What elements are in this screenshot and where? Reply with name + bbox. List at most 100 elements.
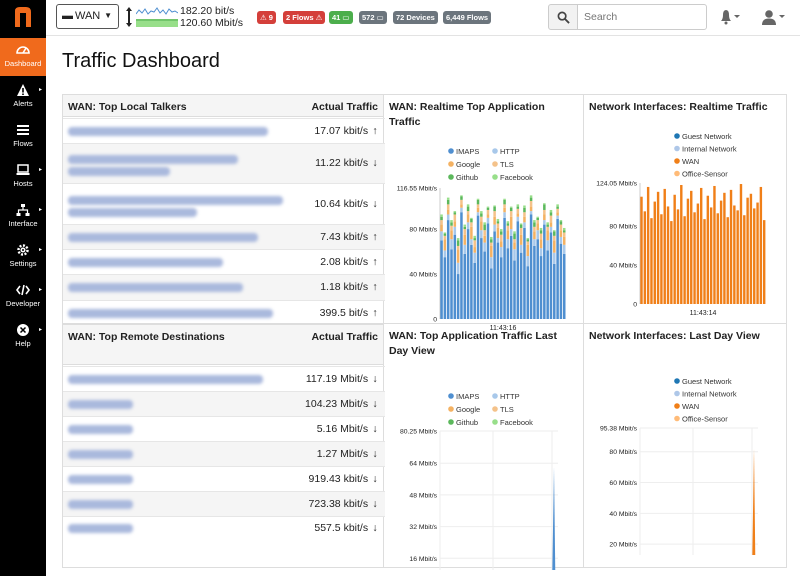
bar-http[interactable]	[513, 249, 516, 261]
area-imaps[interactable]	[552, 467, 556, 576]
bar-wan[interactable]	[643, 211, 647, 304]
bar-imaps[interactable]	[562, 253, 566, 319]
bar-github[interactable]	[480, 213, 483, 217]
bar-tls[interactable]	[483, 230, 486, 236]
bar-imaps[interactable]	[490, 268, 493, 319]
bar-google[interactable]	[526, 244, 530, 257]
bar-google[interactable]	[503, 207, 506, 213]
bar-facebook[interactable]	[533, 220, 536, 223]
bar-tls[interactable]	[493, 211, 496, 217]
bar-facebook[interactable]	[549, 209, 553, 213]
bar-google[interactable]	[559, 230, 563, 237]
bar-github[interactable]	[533, 222, 536, 227]
legend-item-guest-network[interactable]: Guest Network	[682, 132, 732, 141]
bar-tls[interactable]	[440, 220, 443, 225]
bar-google[interactable]	[456, 249, 460, 263]
host-link[interactable]	[68, 126, 268, 136]
bar-google[interactable]	[486, 214, 490, 218]
bar-imaps[interactable]	[476, 215, 480, 319]
bar-github[interactable]	[503, 199, 506, 205]
flows-badge[interactable]: 6,449 Flows	[443, 11, 492, 24]
bar-facebook[interactable]	[470, 217, 473, 219]
bar-http[interactable]	[453, 226, 457, 235]
bar-google[interactable]	[480, 221, 483, 231]
bar-google[interactable]	[470, 226, 473, 240]
bar-github[interactable]	[493, 206, 496, 212]
bar-wan[interactable]	[753, 208, 756, 304]
bar-facebook[interactable]	[460, 195, 463, 197]
bar-http[interactable]	[490, 257, 493, 269]
bar-http[interactable]	[506, 239, 510, 249]
bar-github[interactable]	[463, 226, 467, 230]
bar-http[interactable]	[486, 217, 490, 224]
bar-facebook[interactable]	[523, 205, 526, 208]
bar-google[interactable]	[446, 209, 450, 215]
bar-wan[interactable]	[670, 221, 673, 304]
bar-imaps[interactable]	[553, 263, 556, 319]
bar-github[interactable]	[496, 221, 500, 224]
bar-facebook[interactable]	[506, 221, 510, 224]
bar-tls[interactable]	[536, 220, 539, 224]
host-link[interactable]	[68, 374, 263, 384]
bar-facebook[interactable]	[450, 220, 453, 223]
remote-hosts-badge[interactable]: 572 ▭	[359, 11, 387, 24]
notifications-button[interactable]	[719, 9, 741, 25]
legend-item-tls[interactable]: TLS	[500, 405, 514, 414]
bar-wan[interactable]	[676, 209, 680, 304]
bar-wan[interactable]	[743, 215, 746, 304]
bar-tls[interactable]	[559, 224, 563, 231]
bar-imaps[interactable]	[450, 249, 453, 319]
bar-http[interactable]	[473, 252, 476, 263]
bar-wan[interactable]	[716, 213, 719, 304]
bar-imaps[interactable]	[506, 248, 510, 319]
legend-item-internal-network[interactable]: Internal Network	[682, 390, 737, 399]
bar-github[interactable]	[543, 204, 546, 210]
bar-imaps[interactable]	[526, 266, 530, 319]
search-button[interactable]	[548, 4, 578, 30]
bar-imaps[interactable]	[516, 221, 520, 319]
bar-facebook[interactable]	[529, 195, 533, 198]
bar-facebook[interactable]	[556, 204, 559, 207]
bar-http[interactable]	[546, 240, 549, 251]
table-row[interactable]: 723.38 kbit/s ↓	[63, 491, 385, 516]
bar-github[interactable]	[536, 217, 539, 221]
bar-facebook[interactable]	[559, 220, 563, 222]
bar-wan[interactable]	[660, 214, 663, 304]
table-row[interactable]: 1.18 kbit/s ↑	[63, 274, 385, 300]
bar-github[interactable]	[443, 233, 447, 236]
bar-http[interactable]	[499, 247, 503, 258]
bar-wan[interactable]	[713, 185, 716, 304]
bar-google[interactable]	[476, 207, 480, 213]
bar-imaps[interactable]	[556, 218, 559, 319]
bar-wan[interactable]	[656, 191, 660, 304]
bar-imaps[interactable]	[549, 232, 553, 319]
bar-google[interactable]	[539, 239, 543, 249]
bar-github[interactable]	[529, 197, 533, 201]
bar-github[interactable]	[526, 239, 530, 242]
bar-tls[interactable]	[526, 241, 530, 245]
host-link[interactable]	[68, 399, 133, 409]
legend-item-http[interactable]: HTTP	[500, 392, 520, 401]
host-link[interactable]	[68, 257, 223, 267]
bar-facebook[interactable]	[562, 227, 566, 231]
bar-facebook[interactable]	[453, 211, 457, 213]
bar-github[interactable]	[473, 238, 476, 241]
bar-google[interactable]	[466, 214, 470, 223]
bar-google[interactable]	[450, 230, 453, 240]
bar-tls[interactable]	[496, 223, 500, 228]
bar-github[interactable]	[553, 231, 556, 236]
bar-wan[interactable]	[726, 217, 729, 304]
bar-google[interactable]	[506, 230, 510, 240]
host-link[interactable]	[68, 155, 238, 164]
bar-google[interactable]	[562, 236, 566, 245]
bar-imaps[interactable]	[480, 238, 483, 319]
bar-http[interactable]	[460, 207, 463, 213]
bar-wan[interactable]	[646, 186, 650, 304]
bar-wan[interactable]	[666, 206, 670, 304]
bar-imaps[interactable]	[486, 223, 490, 319]
bar-github[interactable]	[483, 224, 486, 231]
bar-wan[interactable]	[653, 201, 656, 304]
bar-imaps[interactable]	[493, 231, 496, 319]
bar-facebook[interactable]	[496, 218, 500, 222]
bar-github[interactable]	[466, 206, 470, 212]
